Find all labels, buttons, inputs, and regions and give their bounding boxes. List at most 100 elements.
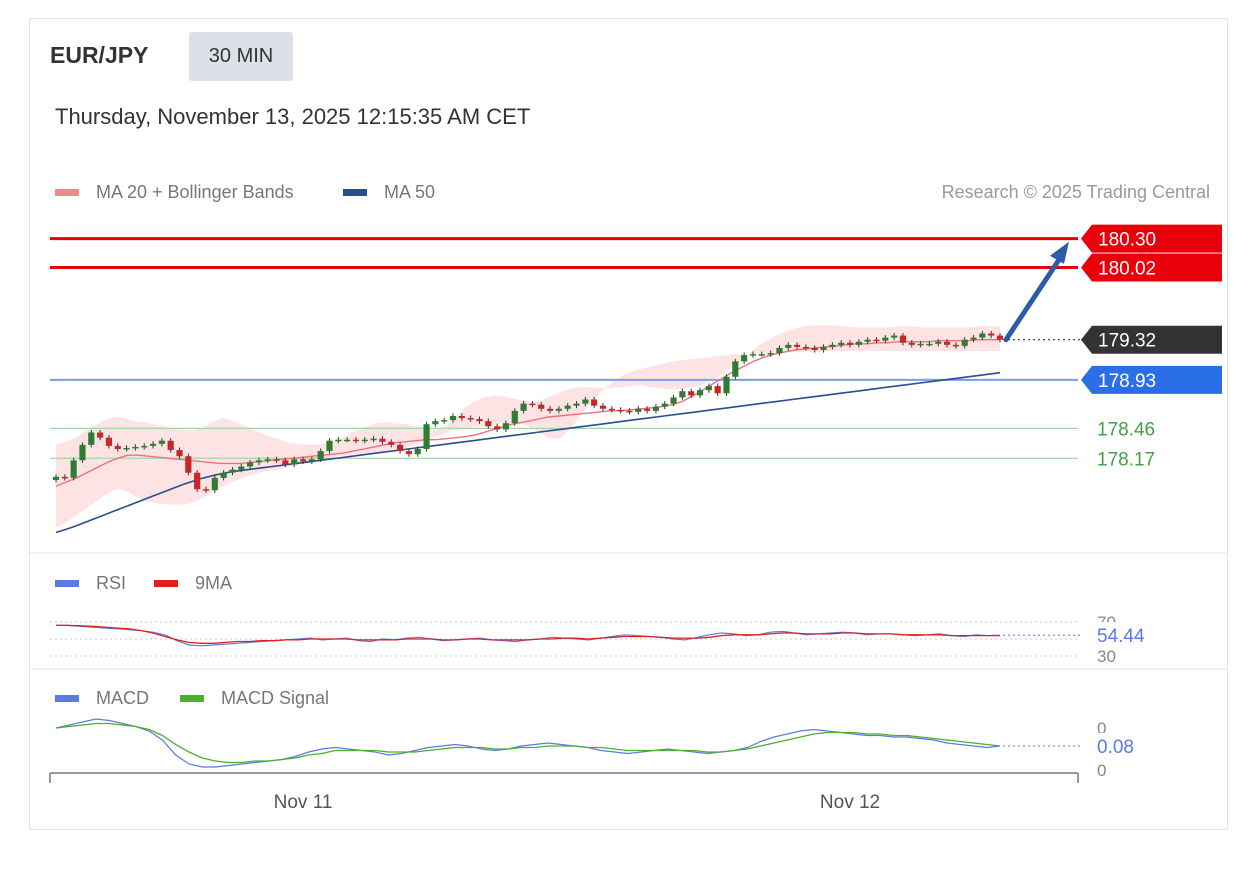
candle-body xyxy=(291,459,298,465)
candle-body xyxy=(502,423,510,430)
candle-body xyxy=(644,408,651,411)
candle-body xyxy=(88,432,95,445)
candle-body xyxy=(211,477,218,491)
candle-body xyxy=(882,337,889,341)
candle-body xyxy=(299,459,307,462)
candle-body xyxy=(696,390,704,396)
candle-body xyxy=(723,376,730,394)
candle-body xyxy=(846,342,854,345)
candle-body xyxy=(388,441,395,445)
candle-body xyxy=(838,342,845,345)
ma50-swatch xyxy=(343,189,367,196)
candle-body xyxy=(185,456,192,473)
candle-body xyxy=(793,344,801,347)
candle-body xyxy=(820,346,827,350)
macd-line xyxy=(55,718,1001,768)
candle-body xyxy=(405,451,412,455)
candle-body xyxy=(952,344,959,347)
candle-body xyxy=(202,489,210,491)
forecast-arrow xyxy=(1003,251,1066,343)
ma50-line xyxy=(55,371,1001,534)
legend-macd: MACD xyxy=(55,688,149,709)
candle-body xyxy=(317,451,324,460)
candle-body xyxy=(961,339,968,346)
candle-body xyxy=(141,445,148,448)
research-credit: Research © 2025 Trading Central xyxy=(941,182,1210,202)
candle-body xyxy=(705,386,712,391)
candle-body xyxy=(573,403,580,406)
ma50-legend-label: MA 50 xyxy=(384,182,436,202)
candle-body xyxy=(414,449,421,455)
candle-body xyxy=(917,343,924,346)
candle-body xyxy=(670,397,677,404)
rsi-tick-label: 30 xyxy=(1097,647,1116,666)
resistance-level-label: 180.30 xyxy=(1098,230,1156,251)
candle-body xyxy=(132,446,139,449)
candle-body xyxy=(476,419,483,422)
candle-body xyxy=(855,341,862,345)
candle-body xyxy=(538,404,545,409)
legend-9ma: 9MA xyxy=(154,573,232,594)
candle-body xyxy=(458,416,465,419)
macd-last-value-label: 0.08 xyxy=(1097,737,1134,758)
candle-body xyxy=(802,346,809,349)
legend-macd-signal: MACD Signal xyxy=(180,688,329,709)
candle-body xyxy=(864,339,871,342)
last-level-tag xyxy=(1081,325,1222,354)
rsi-legend-label: RSI xyxy=(96,573,127,593)
candle-body xyxy=(485,421,492,427)
resistance-level-tag xyxy=(1081,253,1222,282)
candle-body xyxy=(599,405,607,409)
candle-body xyxy=(767,353,774,355)
candle-body xyxy=(732,361,739,377)
macd-signal-swatch xyxy=(180,695,204,702)
candle-body xyxy=(555,408,562,411)
bollinger-bands-area xyxy=(56,325,1000,528)
candle-body xyxy=(494,426,501,430)
candle-body xyxy=(255,460,263,463)
macd-last-label-bg xyxy=(1090,733,1150,757)
candle-body xyxy=(811,347,818,350)
candle-body xyxy=(714,386,721,394)
candle-body xyxy=(979,333,986,338)
candle-body xyxy=(344,439,351,442)
macd-signal-line xyxy=(55,722,1001,764)
macd-tick-label: 0 xyxy=(1097,761,1106,780)
candle-body xyxy=(308,459,315,462)
candle-body xyxy=(114,445,121,449)
candle-body xyxy=(273,459,280,461)
candle-body xyxy=(449,416,457,421)
timeframe-button[interactable]: 30 MIN xyxy=(189,32,293,81)
candle-body xyxy=(432,421,439,425)
candle-body xyxy=(520,403,527,411)
candle-body xyxy=(652,406,660,411)
candle-body xyxy=(70,460,77,478)
support-level-label: 178.46 xyxy=(1097,419,1155,440)
candle-body xyxy=(661,403,668,407)
candle-body xyxy=(123,447,130,450)
candle-body xyxy=(220,472,227,478)
x-axis-tick-label: Nov 12 xyxy=(820,792,880,813)
candle-body xyxy=(635,408,642,412)
macd-tick-label: 0 xyxy=(1097,719,1106,738)
nine-ma-swatch xyxy=(154,580,178,587)
ma20-swatch xyxy=(55,189,79,196)
resistance-level-tag xyxy=(1081,224,1222,253)
candle-body xyxy=(582,399,589,404)
candle-body xyxy=(608,408,615,411)
ma20-line xyxy=(55,339,1000,487)
candle-body xyxy=(441,420,448,422)
rsi-last-label-bg xyxy=(1090,622,1160,647)
candle-body xyxy=(370,438,377,441)
candle-body xyxy=(546,408,554,411)
resistance-level-label: 180.02 xyxy=(1098,259,1156,280)
x-axis-tick-label: Nov 11 xyxy=(274,792,333,813)
candle-body xyxy=(943,341,951,345)
legend-rsi: RSI xyxy=(55,573,126,594)
candle-body xyxy=(238,466,245,470)
candle-body xyxy=(679,391,686,398)
candle-body xyxy=(282,460,289,465)
candle-body xyxy=(79,444,86,461)
candle-body xyxy=(688,391,695,396)
